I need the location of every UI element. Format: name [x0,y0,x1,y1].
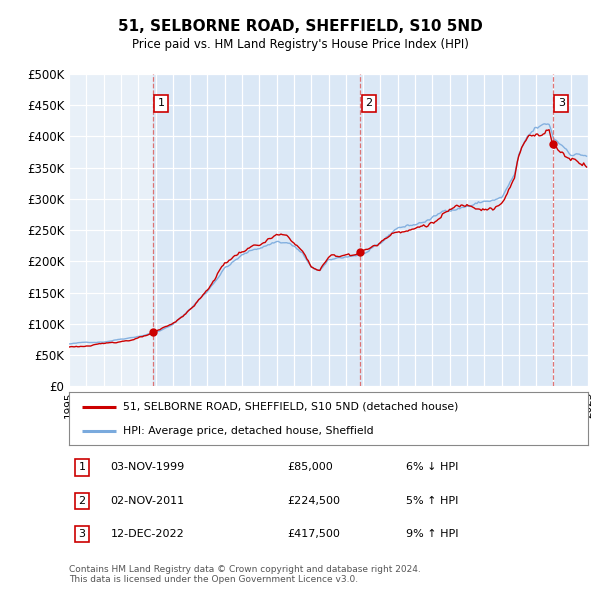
Text: £417,500: £417,500 [287,529,340,539]
Text: 5% ↑ HPI: 5% ↑ HPI [406,496,459,506]
Text: 03-NOV-1999: 03-NOV-1999 [110,463,185,473]
Text: 1: 1 [158,99,165,109]
Text: 02-NOV-2011: 02-NOV-2011 [110,496,185,506]
Text: 51, SELBORNE ROAD, SHEFFIELD, S10 5ND: 51, SELBORNE ROAD, SHEFFIELD, S10 5ND [118,19,482,34]
Text: 1: 1 [79,463,85,473]
Text: £224,500: £224,500 [287,496,340,506]
Text: HPI: Average price, detached house, Sheffield: HPI: Average price, detached house, Shef… [124,426,374,436]
Bar [360,74,553,386]
Text: Price paid vs. HM Land Registry's House Price Index (HPI): Price paid vs. HM Land Registry's House … [131,38,469,51]
Text: £85,000: £85,000 [287,463,333,473]
Bar [553,74,588,386]
Text: 12-DEC-2022: 12-DEC-2022 [110,529,184,539]
Text: 2: 2 [365,99,373,109]
Text: 2: 2 [79,496,86,506]
Text: 6% ↓ HPI: 6% ↓ HPI [406,463,459,473]
Text: 3: 3 [558,99,565,109]
Text: 3: 3 [79,529,85,539]
Text: 9% ↑ HPI: 9% ↑ HPI [406,529,459,539]
Text: 51, SELBORNE ROAD, SHEFFIELD, S10 5ND (detached house): 51, SELBORNE ROAD, SHEFFIELD, S10 5ND (d… [124,402,459,412]
Bar [152,74,360,386]
Text: Contains HM Land Registry data © Crown copyright and database right 2024.
This d: Contains HM Land Registry data © Crown c… [69,565,421,584]
